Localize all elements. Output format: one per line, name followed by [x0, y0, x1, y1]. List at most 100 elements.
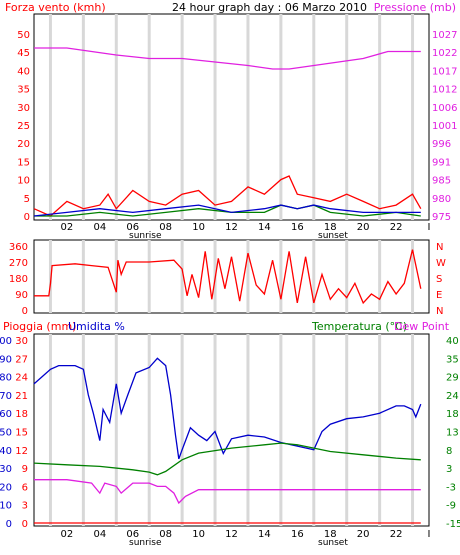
y-tick-label: 35 [17, 85, 30, 96]
y-tick-label: 90 [0, 354, 12, 365]
y-tick-label: 27 [15, 354, 28, 365]
x-tick-label: 14 [258, 222, 271, 233]
y-tick-label: 1027 [432, 30, 457, 41]
wind-direction-plot-area [33, 239, 430, 314]
humidity-line [33, 357, 422, 460]
x-tick-label: 06 [126, 529, 139, 540]
y-tick-label: 0 [22, 519, 28, 530]
y-tick-label: 0 [6, 519, 12, 530]
dew-point-line [34, 479, 421, 505]
x-tick-label: I [428, 222, 431, 233]
y-tick-label: 1001 [432, 121, 457, 132]
wind-pressure-series [33, 47, 422, 217]
x-tick-label: 16 [291, 222, 304, 233]
y-tick-label: 40 [0, 446, 12, 457]
y-tick-label: 3 [22, 501, 28, 512]
humidity-temperature-gridlines [48, 334, 415, 526]
y-tick-label: 1017 [432, 66, 457, 77]
wind-axis-title: Forza vento (kmh) [5, 1, 106, 14]
temperature-axis-title: Temperatura (°C) [311, 320, 407, 333]
y-tick-label: 40 [17, 66, 30, 77]
y-tick-label: 3 [446, 464, 452, 475]
wind-pressure-gridlines [48, 14, 415, 220]
temperature-line [33, 442, 421, 476]
x-tick-label: 10 [192, 529, 205, 540]
y-tick-label: -3 [446, 482, 456, 493]
rain-axis-title: Pioggia (mm) [3, 320, 76, 333]
sunset-label: sunset [318, 231, 348, 241]
sunrise-label-bottom: sunrise [129, 538, 162, 548]
x-tick-label: 16 [291, 529, 304, 540]
y-tick-label: 21 [15, 391, 28, 402]
pressure-axis-title: Pressione (mb) [374, 1, 456, 14]
y-tick-label: 360 [9, 242, 28, 253]
y-tick-label: 980 [432, 194, 451, 205]
y-tick-label: E [436, 290, 442, 301]
y-tick-label: 9 [22, 464, 28, 475]
y-tick-label: 18 [15, 409, 28, 420]
y-tick-label: 50 [17, 30, 30, 41]
y-tick-label: 18 [446, 409, 459, 420]
humidity-axis-title: Umidita % [68, 320, 125, 333]
y-tick-label: 30 [0, 464, 12, 475]
x-tick-label: 02 [61, 529, 74, 540]
x-tick-label: 08 [159, 222, 172, 233]
x-tick-label: 02 [61, 222, 74, 233]
y-tick-label: 270 [9, 258, 28, 269]
y-tick-label: 40 [446, 336, 459, 347]
y-tick-label: W [436, 258, 446, 269]
x-tick-label: 04 [93, 222, 106, 233]
chart-title: 24 hour graph day : 06 Marzo 2010 [172, 1, 367, 14]
x-tick-label: 20 [357, 222, 370, 233]
wind-gust-line [33, 175, 422, 217]
y-tick-label: 29 [446, 373, 459, 384]
y-tick-label: 1022 [432, 48, 457, 59]
y-tick-label: 20 [17, 139, 30, 150]
y-tick-label: 1012 [432, 85, 457, 96]
sunrise-label: sunrise [129, 231, 162, 241]
y-tick-label: 100 [0, 336, 12, 347]
x-tick-label: 12 [225, 529, 238, 540]
x-tick-label: 20 [357, 529, 370, 540]
y-tick-label: -15 [446, 519, 460, 530]
y-tick-label: 8 [446, 446, 452, 457]
x-tick-label: 06 [126, 222, 139, 233]
humidity-temperature-plot-area [33, 333, 430, 527]
dewpoint-axis-title: Dew Point [394, 320, 450, 333]
pressure-line [34, 47, 421, 70]
wind-pressure-ticks: 0 5 10 15 20 25 30 35 40 45 50 975 980 985 991 996 1001 1… [17, 30, 457, 233]
wind-pressure-plot-area [33, 13, 430, 221]
y-tick-label: 15 [15, 428, 28, 439]
y-tick-label: 0 [22, 306, 28, 317]
x-tick-label: 18 [324, 222, 337, 233]
y-tick-label: S [436, 274, 442, 285]
y-tick-label: 13 [446, 428, 459, 439]
x-tick-label: 14 [258, 529, 271, 540]
y-tick-label: 996 [432, 139, 451, 150]
x-tick-label: 04 [93, 529, 106, 540]
y-tick-label: 60 [0, 409, 12, 420]
x-tick-label: 18 [324, 529, 337, 540]
sunset-label-bottom: sunset [318, 538, 348, 548]
y-tick-label: 10 [17, 176, 30, 187]
y-tick-label: 30 [17, 103, 30, 114]
x-tick-label: 22 [390, 529, 403, 540]
x-tick-label: 10 [192, 222, 205, 233]
x-tick-label: I [428, 529, 431, 540]
wind-line [33, 204, 421, 217]
y-tick-label: 985 [432, 176, 451, 187]
y-tick-label: 1006 [432, 103, 457, 114]
y-tick-label: 5 [24, 194, 30, 205]
y-tick-label: 0 [24, 212, 30, 223]
y-tick-label: 15 [17, 157, 30, 168]
y-tick-label: 45 [17, 48, 30, 59]
x-tick-label: 12 [225, 222, 238, 233]
y-tick-label: 12 [15, 446, 28, 457]
y-tick-label: -9 [446, 501, 456, 512]
x-tick-label: 22 [390, 222, 403, 233]
wind-direction-line [34, 249, 422, 305]
y-tick-label: 25 [17, 121, 30, 132]
wind-direction-series [34, 249, 422, 305]
x-tick-label: 08 [159, 529, 172, 540]
